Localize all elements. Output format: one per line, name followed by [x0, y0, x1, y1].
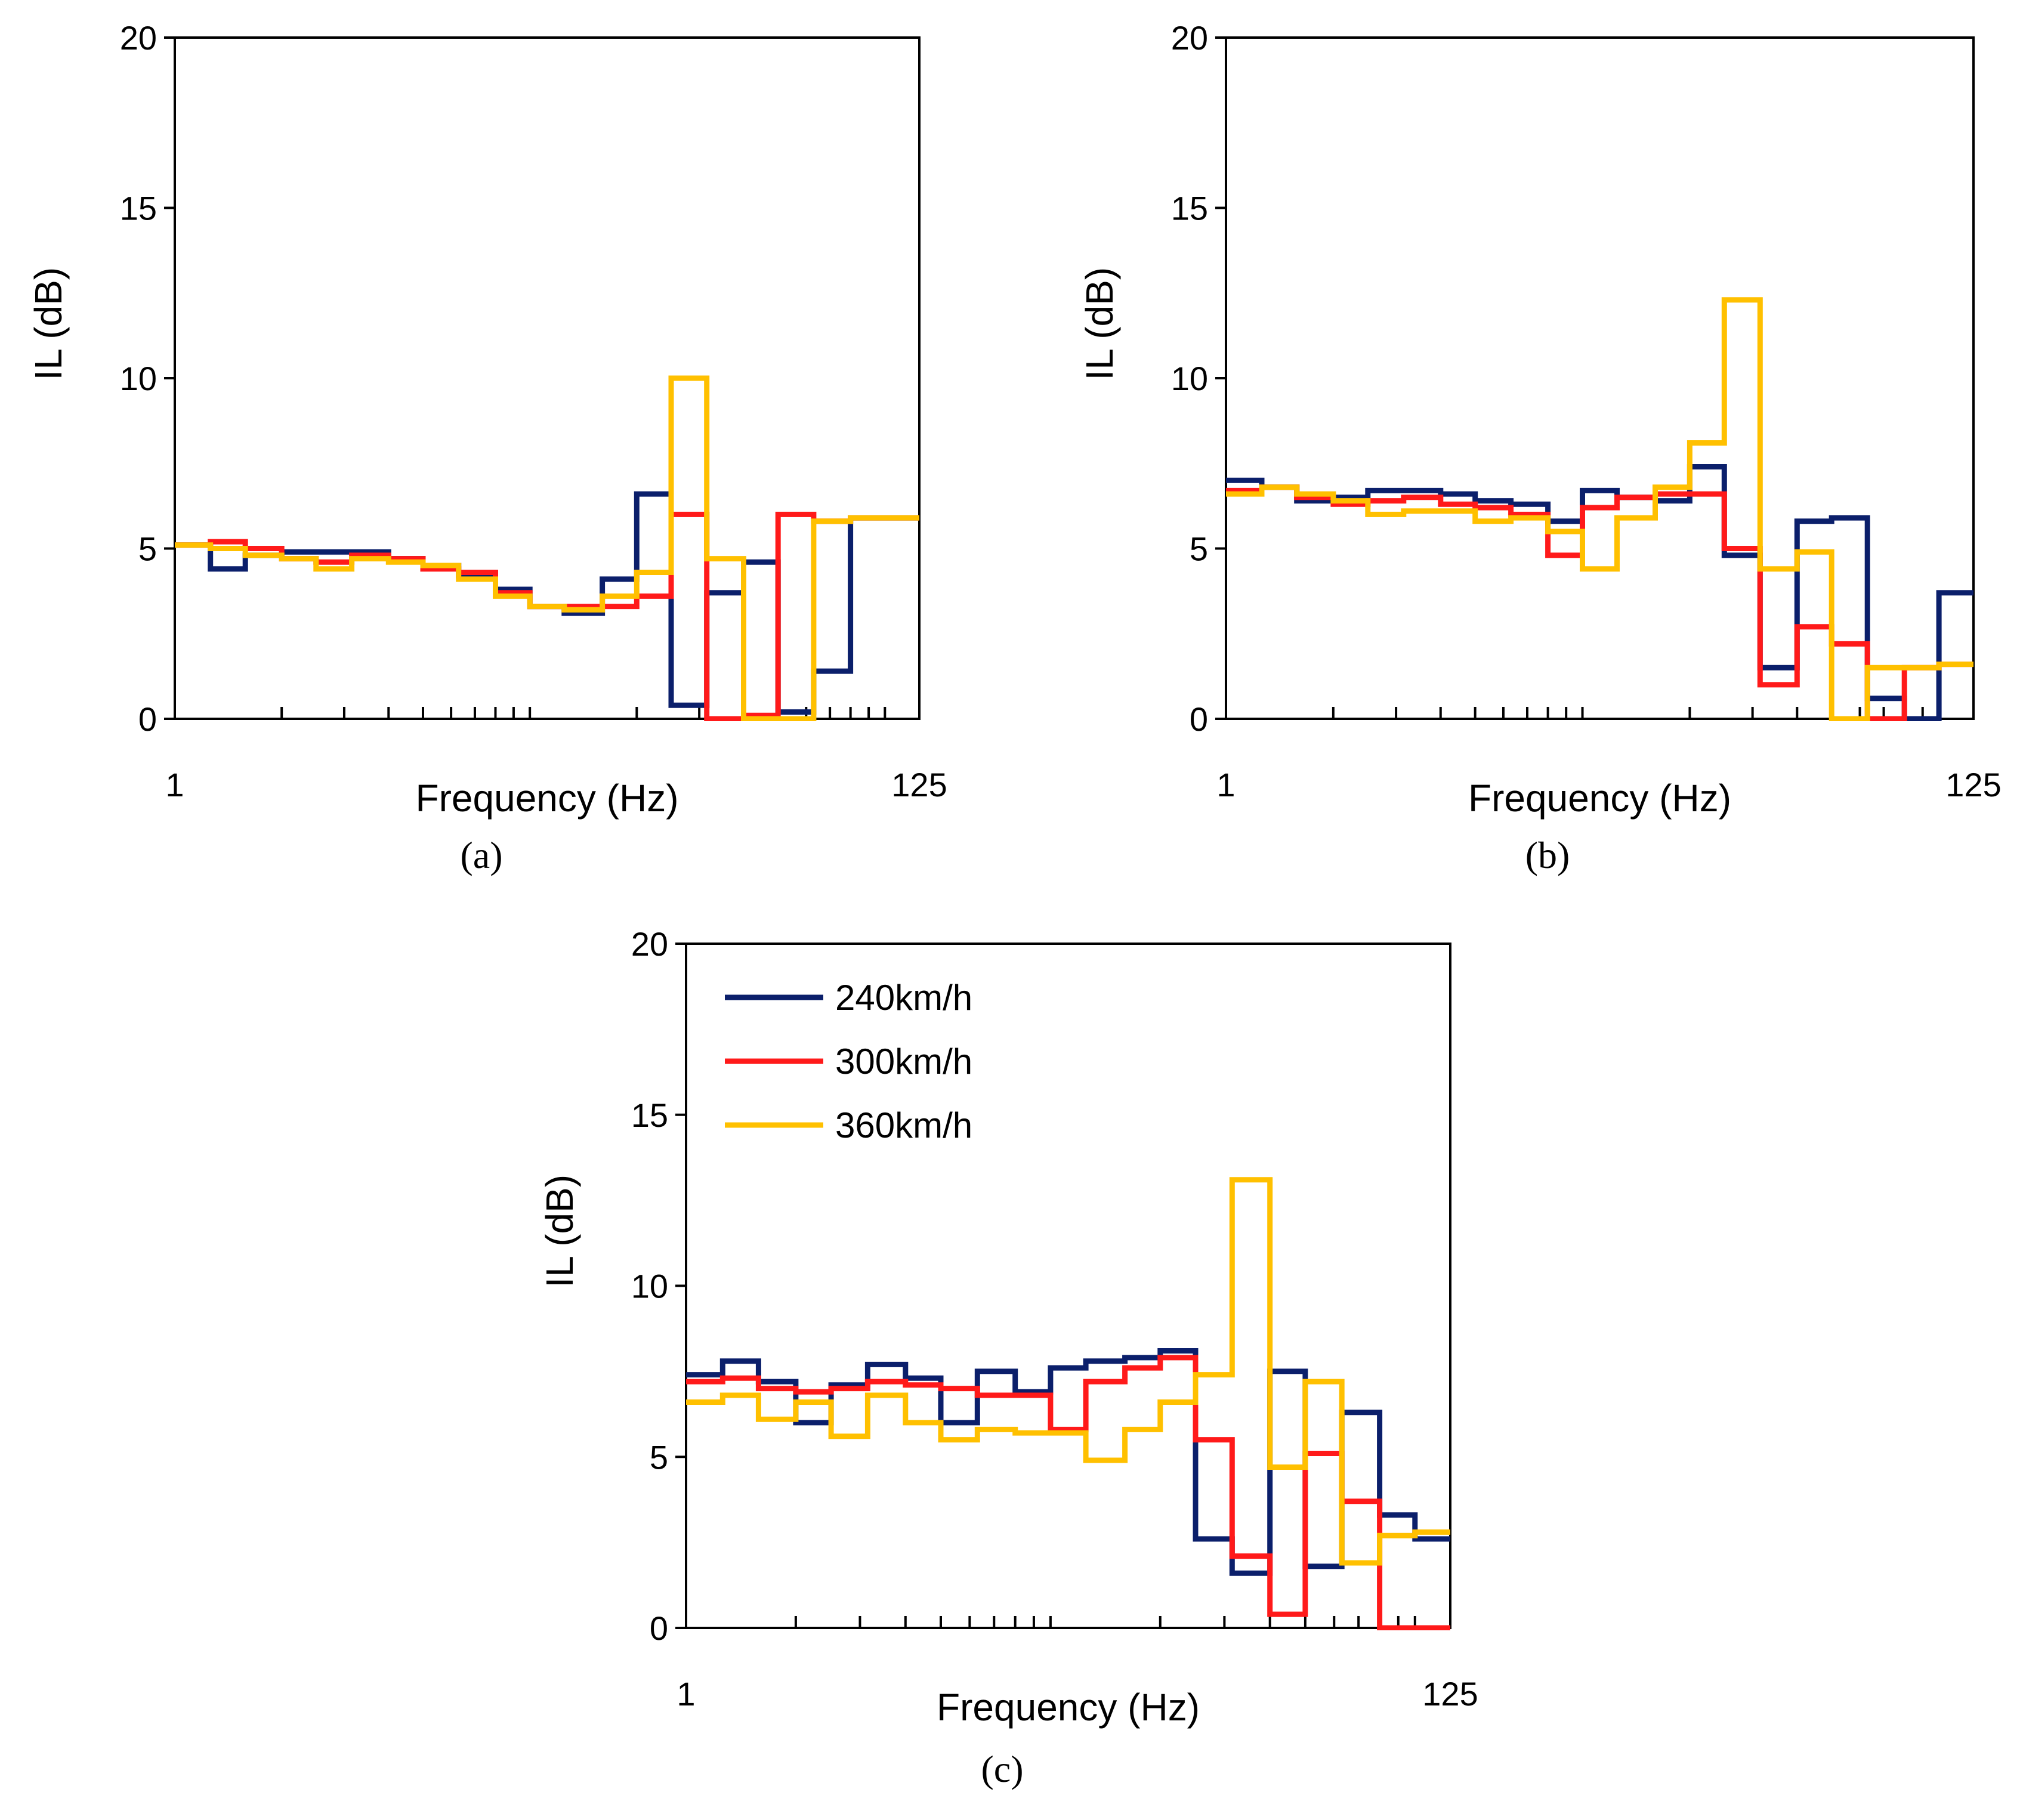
- y-tick-label: 0: [1190, 700, 1208, 738]
- y-tick-label: 10: [1171, 360, 1208, 397]
- series-line-240km/h: [1226, 464, 1973, 721]
- y-tick-label: 5: [650, 1438, 668, 1476]
- y-tick-label: 10: [120, 360, 157, 397]
- series-line-360km/h: [686, 1177, 1450, 1566]
- panel-label: (c): [981, 1748, 1023, 1790]
- series-line-300km/h: [175, 511, 919, 721]
- y-tick-label: 20: [631, 925, 668, 963]
- legend: 240km/h 300km/h 360km/h: [725, 978, 972, 1145]
- plot-frame: [174, 36, 921, 720]
- x-axis-title: Frequency (Hz): [416, 777, 679, 820]
- y-tick-label: 15: [631, 1096, 668, 1134]
- y-tick-label: 20: [120, 19, 157, 57]
- x-tick-label: 1: [677, 1675, 695, 1713]
- series-line-240km/h: [175, 491, 919, 715]
- y-tick-label: 15: [1171, 190, 1208, 227]
- y-tick-label: 10: [631, 1268, 668, 1305]
- series-line-360km/h: [175, 375, 919, 721]
- plot-frame: [1225, 36, 1975, 720]
- legend-label: 360km/h: [835, 1105, 972, 1145]
- x-axis-title: Frequency (Hz): [937, 1686, 1200, 1729]
- panel-label: (a): [460, 834, 502, 876]
- y-axis-title: IL (dB): [27, 267, 70, 381]
- y-tick-label: 20: [1171, 19, 1208, 57]
- x-tick-label: 1: [165, 766, 184, 804]
- series-line-240km/h: [686, 1348, 1450, 1576]
- x-tick-label: 125: [891, 766, 947, 804]
- y-tick-label: 5: [138, 530, 157, 568]
- chart-panel-b: 0 5 10 15 20 1 125 Frequency (Hz) IL (dB) (b): [1078, 19, 2002, 876]
- x-tick-label: 125: [1422, 1675, 1478, 1713]
- series-line-360km/h: [1226, 297, 1973, 721]
- series-line-300km/h: [1226, 484, 1973, 721]
- y-tick-label: 0: [650, 1609, 668, 1647]
- series-line-300km/h: [686, 1355, 1450, 1630]
- legend-label: 300km/h: [835, 1042, 972, 1082]
- panel-label: (b): [1525, 834, 1570, 876]
- y-tick-label: 0: [138, 700, 157, 738]
- y-axis-title: IL (dB): [538, 1175, 581, 1288]
- y-tick-label: 5: [1190, 530, 1208, 568]
- x-tick-label: 1: [1216, 766, 1235, 804]
- y-axis-title: IL (dB): [1078, 267, 1121, 381]
- x-tick-label: 125: [1945, 766, 2001, 804]
- chart-panel-a: 0 5 10 15 20 1 125 Frequency (Hz) IL (dB) (a): [27, 19, 947, 876]
- y-tick-label: 15: [120, 190, 157, 227]
- plot-frame: [685, 943, 1451, 1629]
- chart-panel-c: 0 5 10 15 20 1 125 Frequency (Hz) IL (dB) 240km/h…: [538, 925, 1478, 1790]
- x-axis-title: Frequency (Hz): [1468, 777, 1731, 820]
- legend-label: 240km/h: [835, 978, 972, 1018]
